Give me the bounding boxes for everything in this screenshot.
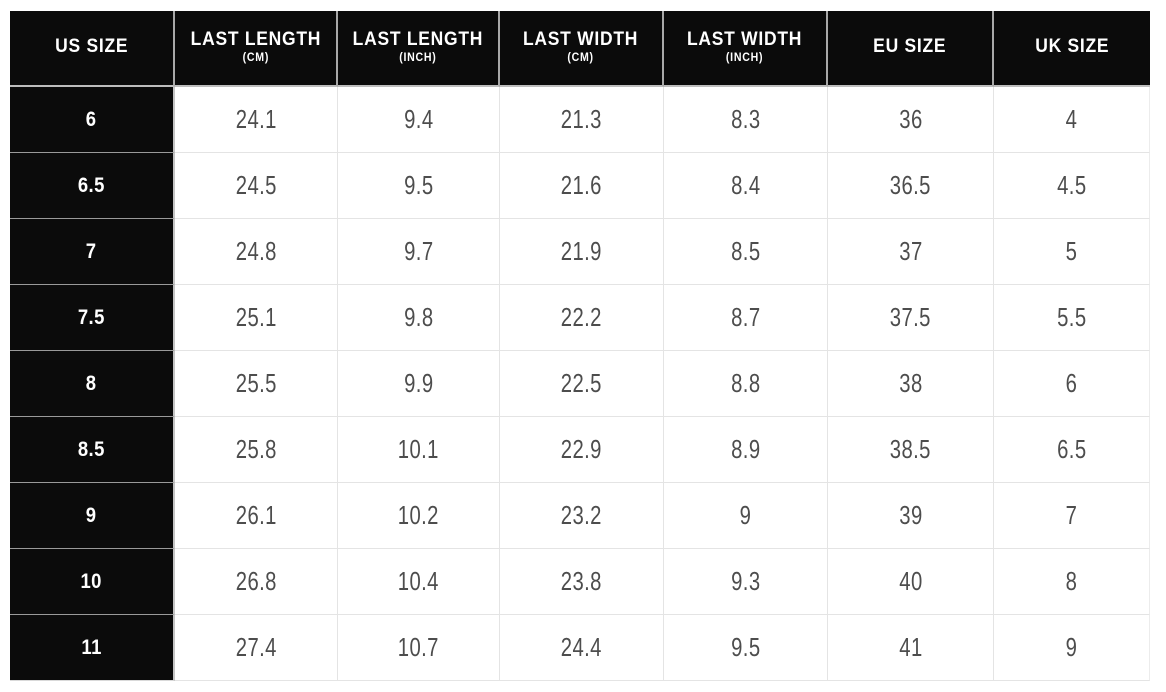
column-header-label: LAST LENGTH — [190, 29, 321, 51]
table-cell-uk-size: 4.5 — [994, 153, 1150, 219]
table-cell-last-width-inch: 8.9 — [664, 417, 828, 483]
table-cell-last-width-inch: 8.3 — [664, 87, 828, 153]
table-cell-last-length-inch: 10.4 — [338, 549, 500, 615]
table-cell-eu-size: 36.5 — [828, 153, 994, 219]
column-header-label: UK SIZE — [1034, 36, 1110, 58]
column-header-last-length-inch: LAST LENGTH (INCH) — [338, 11, 500, 87]
row-header-us-size: 8.5 — [10, 417, 175, 483]
table-row: 6 24.1 9.4 21.3 8.3 36 4 — [10, 87, 1150, 153]
table-cell-uk-size: 5.5 — [994, 285, 1150, 351]
column-header-label: US SIZE — [54, 36, 129, 58]
table-cell-last-width-inch: 9.5 — [664, 615, 828, 681]
table-body: 6 24.1 9.4 21.3 8.3 36 4 6.5 24.5 9.5 21… — [10, 87, 1150, 681]
table-cell-last-width-cm: 21.6 — [500, 153, 664, 219]
column-header-uk-size: UK SIZE — [994, 11, 1150, 87]
table-cell-last-width-cm: 23.2 — [500, 483, 664, 549]
table-cell-last-length-inch: 10.1 — [338, 417, 500, 483]
table-cell-last-length-inch: 9.5 — [338, 153, 500, 219]
table-cell-last-length-inch: 10.2 — [338, 483, 500, 549]
table-cell-uk-size: 6 — [994, 351, 1150, 417]
table-cell-eu-size: 38.5 — [828, 417, 994, 483]
column-header-sublabel: (CM) — [567, 51, 595, 64]
table-cell-last-width-inch: 9.3 — [664, 549, 828, 615]
size-chart: US SIZE LAST LENGTH (CM) LAST LENGTH (INCH… — [10, 11, 1150, 681]
table-cell-last-length-cm: 24.5 — [175, 153, 338, 219]
column-header-last-width-cm: LAST WIDTH (CM) — [500, 11, 664, 87]
table-cell-uk-size: 4 — [994, 87, 1150, 153]
table-cell-last-width-cm: 21.9 — [500, 219, 664, 285]
table-cell-last-width-inch: 8.7 — [664, 285, 828, 351]
size-conversion-table: US SIZE LAST LENGTH (CM) LAST LENGTH (INCH… — [10, 11, 1150, 681]
table-cell-last-length-inch: 9.7 — [338, 219, 500, 285]
table-cell-last-width-cm: 22.5 — [500, 351, 664, 417]
column-header-label: LAST WIDTH — [523, 29, 639, 51]
table-cell-last-length-cm: 25.5 — [175, 351, 338, 417]
row-header-us-size: 11 — [10, 615, 175, 681]
table-cell-uk-size: 6.5 — [994, 417, 1150, 483]
table-cell-uk-size: 5 — [994, 219, 1150, 285]
table-cell-eu-size: 40 — [828, 549, 994, 615]
table-cell-last-length-cm: 27.4 — [175, 615, 338, 681]
table-cell-last-length-cm: 25.1 — [175, 285, 338, 351]
row-header-us-size: 7.5 — [10, 285, 175, 351]
column-header-last-length-cm: LAST LENGTH (CM) — [175, 11, 338, 87]
table-cell-last-length-inch: 9.8 — [338, 285, 500, 351]
row-header-us-size: 6 — [10, 87, 175, 153]
column-header-label: LAST LENGTH — [352, 29, 484, 51]
table-cell-last-length-cm: 26.8 — [175, 549, 338, 615]
column-header-sublabel: (INCH) — [399, 51, 437, 64]
table-row: 6.5 24.5 9.5 21.6 8.4 36.5 4.5 — [10, 153, 1150, 219]
table-cell-last-width-cm: 22.2 — [500, 285, 664, 351]
table-cell-eu-size: 39 — [828, 483, 994, 549]
table-cell-last-width-cm: 22.9 — [500, 417, 664, 483]
table-cell-eu-size: 36 — [828, 87, 994, 153]
table-row: 11 27.4 10.7 24.4 9.5 41 9 — [10, 615, 1150, 681]
row-header-us-size: 10 — [10, 549, 175, 615]
row-header-us-size: 6.5 — [10, 153, 175, 219]
table-cell-eu-size: 37 — [828, 219, 994, 285]
column-header-us-size: US SIZE — [10, 11, 175, 87]
table-cell-eu-size: 37.5 — [828, 285, 994, 351]
table-row: 8.5 25.8 10.1 22.9 8.9 38.5 6.5 — [10, 417, 1150, 483]
table-row: 8 25.5 9.9 22.5 8.8 38 6 — [10, 351, 1150, 417]
table-cell-last-width-inch: 9 — [664, 483, 828, 549]
table-cell-last-width-inch: 8.8 — [664, 351, 828, 417]
table-cell-last-length-inch: 9.9 — [338, 351, 500, 417]
table-cell-last-width-cm: 24.4 — [500, 615, 664, 681]
table-row: 7 24.8 9.7 21.9 8.5 37 5 — [10, 219, 1150, 285]
column-header-sublabel: (CM) — [242, 51, 269, 64]
table-cell-last-width-inch: 8.5 — [664, 219, 828, 285]
row-header-us-size: 7 — [10, 219, 175, 285]
table-cell-last-length-cm: 24.8 — [175, 219, 338, 285]
table-cell-last-length-cm: 24.1 — [175, 87, 338, 153]
column-header-label: LAST WIDTH — [687, 29, 803, 51]
row-header-us-size: 9 — [10, 483, 175, 549]
column-header-sublabel: (INCH) — [726, 51, 764, 64]
table-cell-last-length-inch: 9.4 — [338, 87, 500, 153]
table-cell-last-length-cm: 26.1 — [175, 483, 338, 549]
table-cell-last-length-inch: 10.7 — [338, 615, 500, 681]
table-header-row: US SIZE LAST LENGTH (CM) LAST LENGTH (INCH… — [10, 11, 1150, 87]
table-cell-uk-size: 7 — [994, 483, 1150, 549]
table-cell-uk-size: 8 — [994, 549, 1150, 615]
table-cell-uk-size: 9 — [994, 615, 1150, 681]
table-cell-last-length-cm: 25.8 — [175, 417, 338, 483]
table-row: 9 26.1 10.2 23.2 9 39 7 — [10, 483, 1150, 549]
column-header-eu-size: EU SIZE — [828, 11, 994, 87]
table-cell-last-width-cm: 21.3 — [500, 87, 664, 153]
table-cell-eu-size: 38 — [828, 351, 994, 417]
table-row: 7.5 25.1 9.8 22.2 8.7 37.5 5.5 — [10, 285, 1150, 351]
table-row: 10 26.8 10.4 23.8 9.3 40 8 — [10, 549, 1150, 615]
table-cell-eu-size: 41 — [828, 615, 994, 681]
table-cell-last-width-inch: 8.4 — [664, 153, 828, 219]
row-header-us-size: 8 — [10, 351, 175, 417]
column-header-label: EU SIZE — [873, 36, 947, 58]
table-cell-last-width-cm: 23.8 — [500, 549, 664, 615]
column-header-last-width-inch: LAST WIDTH (INCH) — [664, 11, 828, 87]
